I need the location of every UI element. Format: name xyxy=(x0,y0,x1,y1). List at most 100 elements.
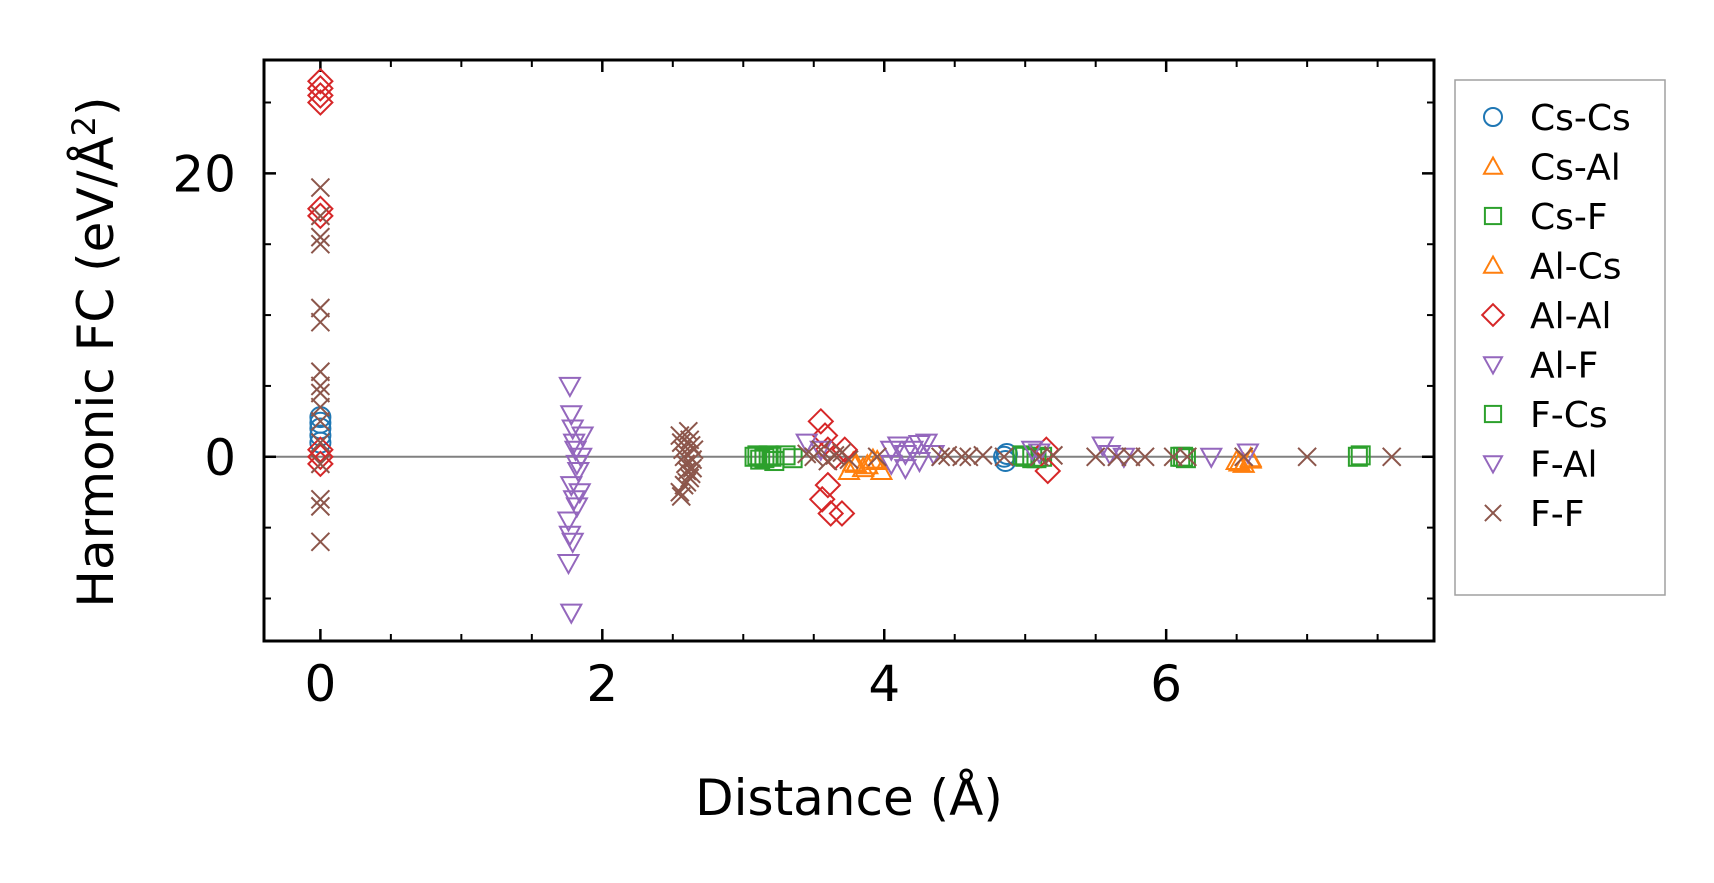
point-f-f xyxy=(1085,447,1106,467)
point-f-f xyxy=(310,227,331,247)
point-al-al xyxy=(306,195,334,223)
plot-frame xyxy=(262,58,1436,643)
point-al-f xyxy=(561,532,585,554)
y-tick-label: 0 xyxy=(204,429,236,487)
legend-label-al-cs: Al-Cs xyxy=(1530,247,1622,288)
point-al-al xyxy=(807,407,835,435)
x-tick-label: 4 xyxy=(868,655,900,713)
point-cs-f xyxy=(1347,446,1368,467)
legend-marker-al-al xyxy=(1480,302,1506,328)
point-f-f xyxy=(811,439,831,460)
legend-label-f-f: F-F xyxy=(1530,494,1584,535)
point-f-al xyxy=(1027,443,1052,465)
point-al-al xyxy=(306,436,334,464)
y-axis-title-close: ) xyxy=(67,96,125,116)
legend-marker-al-cs xyxy=(1482,254,1504,274)
point-al-f xyxy=(558,376,582,398)
point-al-f xyxy=(562,433,586,455)
data-points xyxy=(306,67,1402,625)
point-f-f xyxy=(671,486,691,507)
point-f-cs xyxy=(1350,445,1371,466)
legend-label-f-al: F-Al xyxy=(1530,445,1598,486)
point-f-f xyxy=(310,432,331,453)
point-f-al xyxy=(907,452,932,474)
x-tick-label: 0 xyxy=(304,655,336,713)
point-al-al xyxy=(817,500,845,527)
point-f-f xyxy=(310,397,331,417)
point-f-f xyxy=(825,445,845,466)
x-tick-label: 6 xyxy=(1150,655,1182,713)
point-f-f xyxy=(310,177,331,198)
ticks: 0 2 4 6 0 20 xyxy=(172,60,1434,713)
point-f-cs xyxy=(754,448,775,469)
point-al-f xyxy=(556,511,581,533)
point-al-f xyxy=(556,554,581,576)
point-al-f xyxy=(561,419,585,441)
legend: Cs-Cs Cs-Al Cs-F Al-Cs Al-Al Al-F F-Cs F-Al F-F xyxy=(1454,79,1666,596)
point-f-f xyxy=(682,458,703,478)
point-f-cs xyxy=(761,446,782,467)
point-al-al xyxy=(811,422,839,449)
point-al-al xyxy=(306,74,334,102)
legend-marker-f-f xyxy=(1484,504,1502,522)
point-al-al xyxy=(828,500,856,527)
legend-label-al-f: Al-F xyxy=(1530,346,1598,387)
point-al-f xyxy=(570,426,595,448)
point-al-al xyxy=(831,436,859,464)
point-f-f xyxy=(310,298,331,318)
y-tick-label: 20 xyxy=(172,145,236,203)
point-f-f xyxy=(310,206,331,226)
y-axis-title-superscript: 2 xyxy=(65,116,103,136)
point-f-f xyxy=(930,447,951,467)
point-f-f xyxy=(797,444,817,464)
point-f-f xyxy=(310,489,331,510)
x-axis-title: Distance (Å) xyxy=(695,769,1003,827)
point-f-f xyxy=(310,312,331,332)
point-f-f xyxy=(1135,447,1155,467)
x-tick-label: 2 xyxy=(586,655,618,713)
legend-marker-al-f xyxy=(1482,356,1504,376)
point-f-f xyxy=(310,532,331,552)
legend-marker-f-al xyxy=(1482,455,1504,475)
point-cs-f xyxy=(1175,448,1196,469)
point-f-al xyxy=(1236,443,1260,465)
point-f-f xyxy=(310,234,331,254)
y-axis-title: Harmonic FC (eV/Å2) xyxy=(65,96,125,607)
point-al-f xyxy=(559,603,584,625)
point-f-f xyxy=(310,376,331,396)
legend-label-f-cs: F-Cs xyxy=(1530,395,1608,436)
point-f-f xyxy=(1121,447,1141,467)
point-f-f xyxy=(677,444,697,464)
point-f-f xyxy=(310,362,331,382)
point-f-al xyxy=(1199,447,1223,469)
point-al-f xyxy=(559,405,584,427)
point-f-f xyxy=(1233,447,1254,467)
point-f-f xyxy=(1163,447,1183,467)
point-f-f xyxy=(1107,447,1127,467)
point-f-al xyxy=(914,433,939,455)
point-f-cs xyxy=(747,445,768,466)
point-cs-f xyxy=(758,445,779,466)
legend-marker-cs-cs xyxy=(1483,107,1503,127)
point-al-al xyxy=(306,443,334,471)
point-f-f xyxy=(952,447,972,467)
point-f-f xyxy=(310,411,331,432)
point-f-cs xyxy=(1026,448,1047,469)
point-al-f xyxy=(568,483,592,505)
point-al-f xyxy=(563,440,588,462)
legend-label-cs-cs: Cs-Cs xyxy=(1530,98,1631,139)
point-f-f xyxy=(1177,447,1198,467)
legend-label-al-al: Al-Al xyxy=(1530,296,1611,337)
legend-label-cs-al: Cs-Al xyxy=(1530,148,1621,189)
point-al-al xyxy=(306,82,334,109)
point-al-al xyxy=(306,450,334,478)
point-f-f xyxy=(310,496,331,517)
point-f-cs xyxy=(775,445,796,466)
point-f-f xyxy=(1297,447,1317,467)
point-f-f xyxy=(973,445,993,466)
point-al-f xyxy=(559,476,584,498)
point-al-al xyxy=(306,202,334,230)
point-f-f xyxy=(310,383,331,403)
point-f-al xyxy=(1020,440,1044,462)
point-al-f xyxy=(569,447,593,469)
